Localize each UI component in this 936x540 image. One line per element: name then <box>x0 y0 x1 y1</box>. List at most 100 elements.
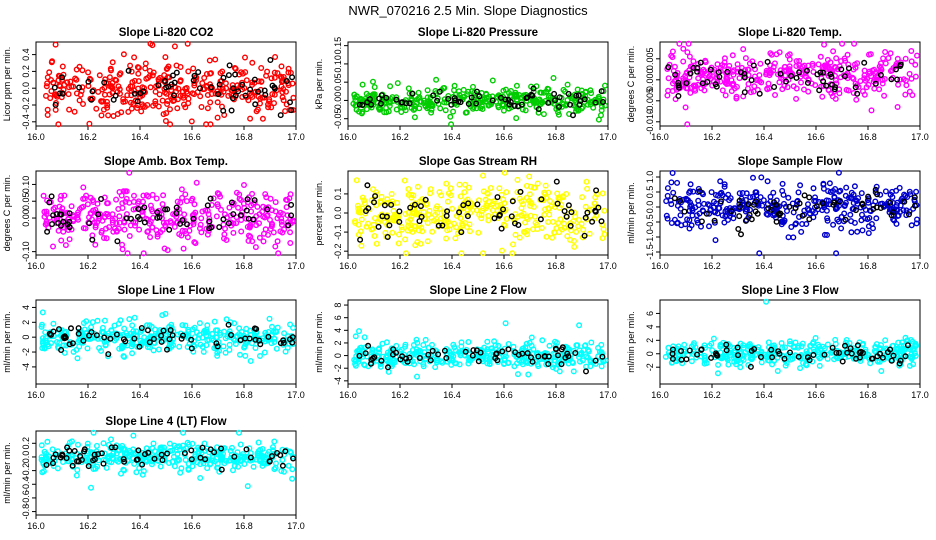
data-point <box>489 207 496 214</box>
data-point <box>850 89 857 96</box>
data-point <box>717 178 724 185</box>
data-point-black <box>365 205 372 212</box>
data-point-black <box>842 342 849 349</box>
data-point <box>433 205 440 212</box>
data-point <box>785 194 792 201</box>
data-point-black <box>473 347 480 354</box>
data-point <box>221 460 228 467</box>
data-point <box>743 190 750 197</box>
data-point-black <box>564 350 571 357</box>
y-tick-label: -0.4 <box>21 114 31 130</box>
data-point <box>577 358 584 365</box>
data-point <box>217 456 224 463</box>
data-point <box>486 93 493 100</box>
data-point <box>147 218 154 225</box>
data-point <box>89 319 96 326</box>
data-point <box>66 236 73 243</box>
data-point <box>130 432 137 439</box>
x-tick-label: 16.8 <box>859 390 877 400</box>
data-point-black <box>859 200 866 207</box>
data-point <box>242 341 249 348</box>
data-point <box>117 317 124 324</box>
data-point <box>501 360 508 367</box>
plot-title: Slope Line 2 Flow <box>429 285 526 297</box>
data-point <box>872 343 879 350</box>
data-point-black <box>105 351 112 358</box>
data-point <box>150 440 157 447</box>
data-point <box>821 231 828 238</box>
data-point <box>173 219 180 226</box>
data-point <box>548 203 555 210</box>
data-point <box>74 355 81 362</box>
data-point <box>513 115 520 122</box>
data-point-black <box>107 335 114 342</box>
data-point <box>424 238 431 245</box>
data-point <box>781 200 788 207</box>
data-point <box>782 344 789 351</box>
data-point-black <box>551 90 558 97</box>
data-point-black <box>196 85 203 92</box>
data-point <box>373 240 380 247</box>
data-point <box>43 83 50 90</box>
data-point <box>188 118 195 125</box>
data-point-black <box>110 96 117 103</box>
data-point-black <box>138 325 145 332</box>
data-point <box>424 87 431 94</box>
data-point <box>211 458 218 465</box>
x-tick-label: 17.0 <box>287 521 305 531</box>
data-point-black <box>141 204 148 211</box>
x-tick-label: 16.2 <box>79 132 97 142</box>
data-point <box>115 83 122 90</box>
data-point <box>852 80 859 87</box>
data-point <box>256 234 263 241</box>
data-point-black <box>85 463 92 470</box>
data-point-black <box>561 208 568 215</box>
data-point-black <box>160 327 167 334</box>
data-point <box>712 237 719 244</box>
data-point-black <box>371 354 378 361</box>
data-point-black <box>190 77 197 84</box>
x-tick-label: 16.0 <box>651 132 669 142</box>
data-point-black <box>589 218 596 225</box>
x-tick-label: 16.2 <box>703 390 721 400</box>
data-point <box>76 63 83 70</box>
data-point-black <box>158 451 165 458</box>
data-point-black <box>50 460 57 467</box>
data-point <box>131 54 138 61</box>
x-tick-label: 17.0 <box>599 132 617 142</box>
data-point-black <box>445 95 452 102</box>
data-point-black <box>820 78 827 85</box>
data-point-black <box>155 82 162 89</box>
data-point <box>99 217 106 224</box>
data-point <box>721 183 728 190</box>
data-point <box>502 206 509 213</box>
data-point-black <box>150 336 157 343</box>
data-point-black <box>836 198 843 205</box>
data-point <box>243 77 250 84</box>
data-point-black <box>285 222 292 229</box>
data-point <box>169 447 176 454</box>
data-point <box>810 339 817 346</box>
data-point <box>280 97 287 104</box>
x-tick-label: 16.4 <box>443 390 461 400</box>
data-point <box>662 353 669 360</box>
data-point-black <box>804 79 811 86</box>
data-point <box>166 440 173 447</box>
data-point-black <box>556 94 563 101</box>
data-point <box>805 76 812 83</box>
data-point-black <box>735 352 742 359</box>
data-point <box>54 465 61 472</box>
data-point <box>573 228 580 235</box>
data-point <box>290 218 297 225</box>
data-point <box>486 360 493 367</box>
data-point-black <box>113 331 120 338</box>
data-point-black <box>499 348 506 355</box>
data-point-black <box>207 446 214 453</box>
data-point <box>670 189 677 196</box>
data-point <box>845 61 852 68</box>
data-point-black <box>745 201 752 208</box>
data-point <box>710 335 717 342</box>
data-point <box>126 169 133 176</box>
data-point <box>729 52 736 59</box>
data-point <box>199 334 206 341</box>
